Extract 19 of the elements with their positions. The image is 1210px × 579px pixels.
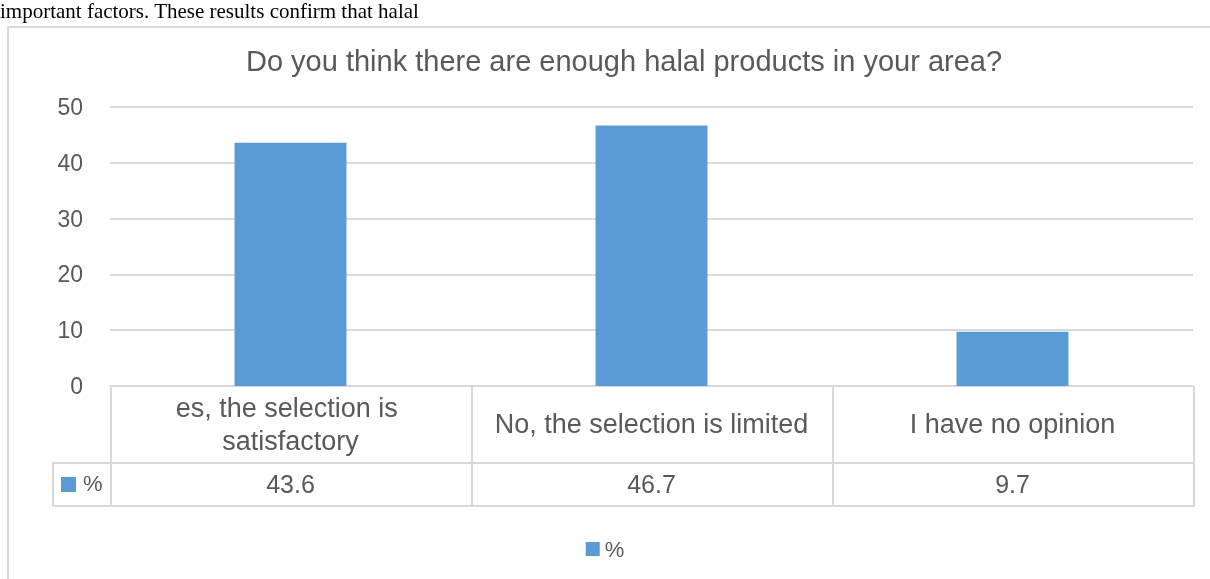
bar xyxy=(956,331,1069,386)
text: important factors. These results confirm that halal xyxy=(0,0,419,23)
y-tick-label: 30 xyxy=(57,205,83,232)
data-label: 43.6 xyxy=(266,469,315,498)
y-tick-label: 20 xyxy=(57,261,83,288)
x-tick-label: es, the selection is satisfactory xyxy=(175,392,406,456)
bar xyxy=(234,142,347,386)
chart-title: Do you think there are enough halal products in your area? xyxy=(245,44,1003,77)
data-label: 46.7 xyxy=(627,469,676,498)
y-tick-label: 50 xyxy=(57,94,83,120)
text: % xyxy=(83,470,103,496)
y-tick-label: 0 xyxy=(70,373,83,399)
y-tick-label: 40 xyxy=(57,149,83,176)
x-tick-label: I have no opinion xyxy=(909,409,1116,439)
data-label: 9.7 xyxy=(995,469,1030,498)
legend-label: % xyxy=(604,536,625,562)
y-tick-label: 10 xyxy=(57,317,83,344)
x-tick-label: No, the selection is limited xyxy=(494,409,809,439)
bar xyxy=(595,125,708,386)
